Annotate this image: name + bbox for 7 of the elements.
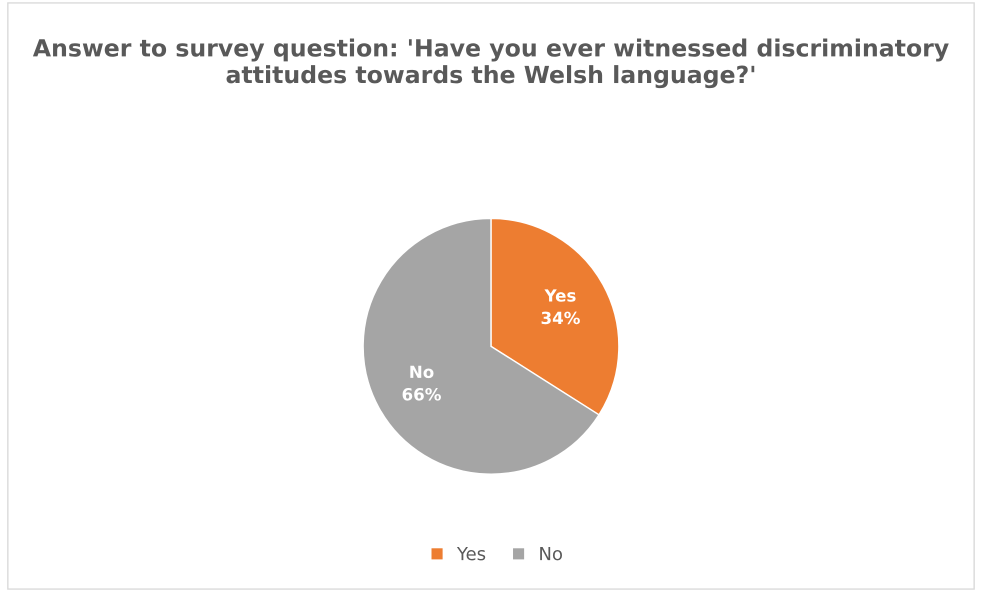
legend-label: No	[540, 546, 562, 560]
chart-title: Answer to survey question: 'Have you ever witnessed discriminatory attitudes towards the Welsh language?'	[32, 38, 949, 88]
data-label: 66%	[402, 388, 441, 401]
slice-label: Yes	[544, 289, 576, 302]
legend-label: Yes	[456, 546, 486, 560]
data-label: 34%	[542, 312, 580, 324]
slice-label: No	[410, 366, 434, 378]
